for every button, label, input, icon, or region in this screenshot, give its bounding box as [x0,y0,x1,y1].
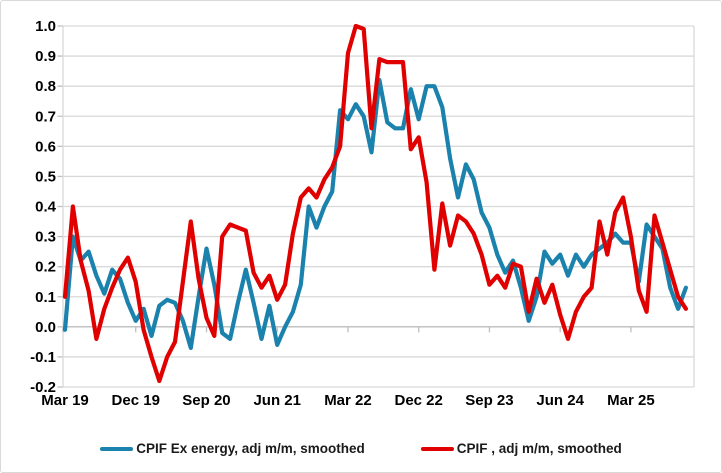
legend-label-cpif-ex-energy: CPIF Ex energy, adj m/m, smoothed [136,441,365,456]
x-axis-label: Mar 19 [41,392,89,409]
x-axis-label: Jun 21 [253,392,301,409]
legend-item-cpif: CPIF , adj m/m, smoothed [420,441,622,456]
y-axis-label: 0.5 [35,168,56,185]
y-axis-label: 0.3 [35,229,56,246]
y-axis-label: 0.0 [35,319,56,336]
cpif-ex-energy-line [62,77,689,350]
x-axis-label: Jun 24 [536,392,584,409]
legend-label-cpif: CPIF , adj m/m, smoothed [456,441,622,456]
x-axis-label: Dec 22 [395,392,443,409]
legend-swatch-cpif-ex-energy [100,446,134,451]
legend-swatch-cpif [420,446,454,451]
y-axis-label: -0.1 [30,349,56,366]
cpif-line [62,23,689,384]
y-axis-label: 0.9 [35,48,56,65]
y-axis-label: -0.2 [30,379,56,396]
y-axis-label: 0.8 [35,78,56,95]
x-axis-label: Mar 22 [324,392,372,409]
legend-item-cpif-ex-energy: CPIF Ex energy, adj m/m, smoothed [100,441,365,456]
y-axis-label: 0.1 [35,289,56,306]
x-axis-label: Mar 25 [607,392,655,409]
y-axis-label: 0.4 [35,199,57,216]
y-axis-label: 0.2 [35,259,56,276]
x-axis-label: Sep 20 [182,392,230,409]
x-axis-label: Dec 19 [112,392,160,409]
chart-legend: CPIF Ex energy, adj m/m, smoothed CPIF ,… [1,441,721,456]
y-axis-label: 0.6 [35,138,56,155]
x-axis-label: Sep 23 [465,392,513,409]
y-axis-label: 0.7 [35,108,56,125]
y-axis-label: 1.0 [35,18,56,35]
